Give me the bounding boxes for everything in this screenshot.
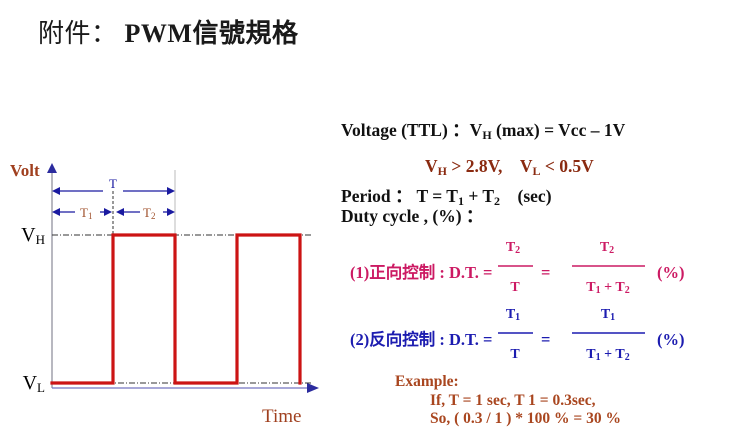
svg-text:T: T	[510, 347, 520, 362]
svg-text:So, ( 0.3 / 1 ) * 100 % = 30 %: So, ( 0.3 / 1 ) * 100 % = 30 %	[430, 410, 621, 427]
svg-text:=: =	[541, 330, 550, 349]
svg-text:Period ： T = T1 + T2 (sec): Period ： T = T1 + T2 (sec)	[341, 186, 552, 208]
svg-text:Example:: Example:	[395, 373, 459, 390]
svg-text:(%): (%)	[657, 330, 685, 349]
svg-text:T2: T2	[506, 240, 520, 256]
svg-text:T1: T1	[601, 307, 615, 323]
svg-text:(1)正向控制 : D.T. =: (1)正向控制 : D.T. =	[350, 262, 492, 282]
svg-text:Time: Time	[262, 406, 301, 427]
svg-text:T1 + T2: T1 + T2	[586, 280, 629, 296]
svg-text:T: T	[510, 280, 520, 295]
svg-text:T: T	[109, 176, 117, 191]
svg-text:(2)反向控制 : D.T. =: (2)反向控制 : D.T. =	[350, 329, 492, 349]
svg-text:Duty cycle , (%) ：: Duty cycle , (%) ：	[341, 206, 483, 226]
svg-text:T1: T1	[506, 307, 520, 323]
svg-text:VL: VL	[23, 372, 45, 395]
svg-text:Volt: Volt	[10, 161, 40, 180]
svg-text:VH: VH	[21, 224, 45, 247]
svg-text:If, T = 1 sec, T 1 = 0.3sec,: If, T = 1 sec, T 1 = 0.3sec,	[430, 392, 596, 409]
svg-text:T2: T2	[143, 205, 155, 221]
svg-text:T2: T2	[600, 240, 614, 256]
svg-text:T1: T1	[80, 205, 92, 221]
svg-text:Voltage (TTL) ：VH (max) = Vcc: Voltage (TTL) ：VH (max) = Vcc – 1V	[341, 120, 626, 142]
svg-text:T1 + T2: T1 + T2	[586, 347, 629, 363]
svg-text:=: =	[541, 263, 550, 282]
svg-text:(%): (%)	[657, 263, 685, 282]
svg-text:VH > 2.8V, VL < 0.5V: VH > 2.8V, VL < 0.5V	[425, 156, 594, 178]
